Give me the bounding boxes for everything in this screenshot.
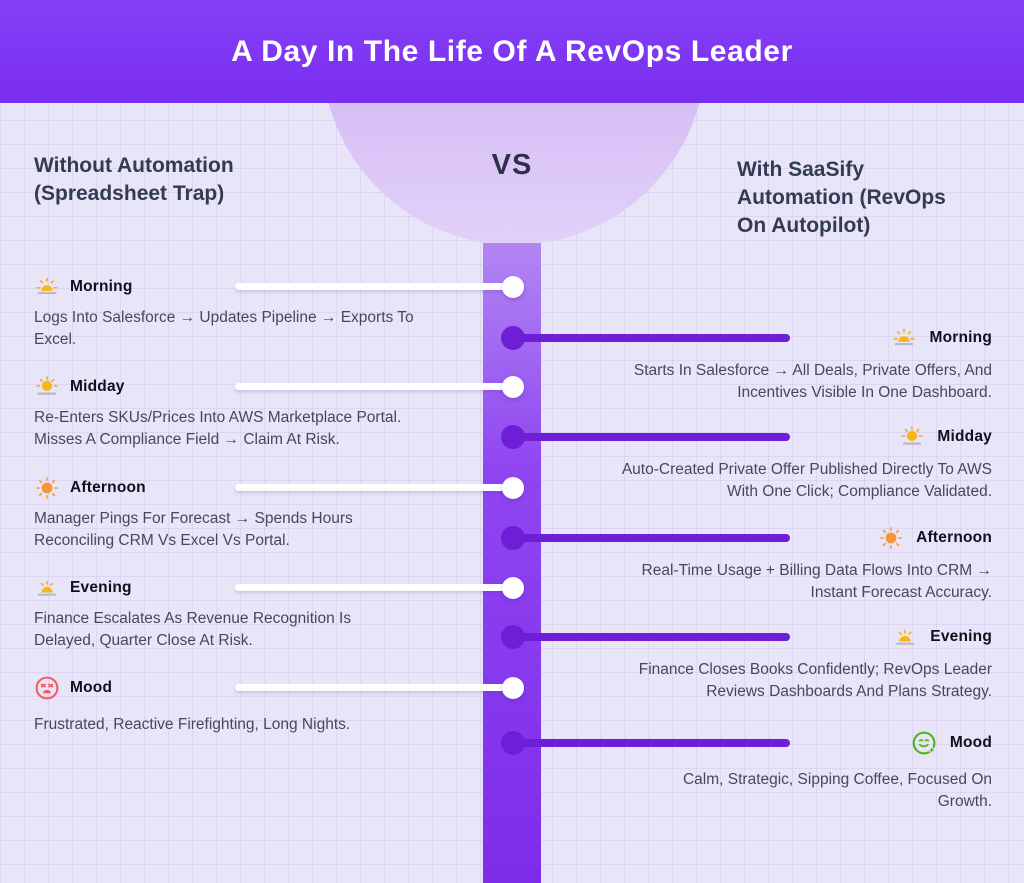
sun-horizon-icon: [899, 424, 925, 450]
timeline-item-midday-right: Midday Auto-Created Private Offer Publis…: [612, 423, 992, 503]
vs-label: VS: [491, 149, 533, 181]
connector-line: [235, 383, 513, 390]
title-banner: A Day In The Life Of A RevOps Leader: [0, 0, 1024, 103]
timeline-item-morning-right: Morning Starts In Salesforce → All Deals…: [612, 324, 992, 404]
left-column-title-line: Without Automation: [34, 154, 234, 177]
connector-dot: [501, 425, 525, 449]
connector-line: [235, 684, 513, 691]
connector-line: [513, 739, 790, 747]
sun-icon: [34, 475, 60, 501]
sunset-icon: [892, 624, 918, 650]
item-label: Morning: [929, 329, 992, 346]
connector-dot: [502, 477, 524, 499]
connector-line: [513, 534, 790, 542]
connector-line: [235, 484, 513, 491]
item-text: Calm, Strategic, Sipping Coffee, Focused…: [682, 771, 992, 810]
page-title: A Day In The Life Of A RevOps Leader: [231, 34, 793, 68]
connector-dot: [502, 376, 524, 398]
right-column-title: With SaaSify Automation (RevOps On Autop…: [737, 156, 977, 240]
item-text: Manager Pings For Forecast → Spends Hour…: [34, 510, 353, 549]
connector-line: [513, 433, 790, 441]
sunrise-icon: [34, 274, 60, 300]
item-text: Logs Into Salesforce → Updates Pipeline …: [34, 309, 414, 348]
right-column-title-line: With SaaSify: [737, 158, 865, 181]
timeline-item-mood-right: Mood Calm, Strategic, Sipping Coffee, Fo…: [647, 729, 992, 813]
connector-dot: [502, 577, 524, 599]
connector-line: [513, 633, 790, 641]
angry-face-icon: [34, 675, 60, 701]
right-column-title-line: On Autopilot): [737, 213, 871, 237]
connector-dot: [501, 526, 525, 550]
timeline-item-afternoon-right: Afternoon Real-Time Usage + Billing Data…: [622, 524, 992, 604]
connector-dot: [502, 276, 524, 298]
left-column-title: Without Automation (Spreadsheet Trap): [34, 152, 334, 208]
item-label: Mood: [70, 679, 113, 696]
item-label: Afternoon: [916, 529, 992, 546]
connector-dot: [501, 326, 525, 350]
connector-line: [235, 283, 513, 290]
timeline-item-evening-left: Evening Finance Escalates As Revenue Rec…: [34, 574, 399, 652]
connector-dot: [501, 731, 525, 755]
connector-line: [235, 584, 513, 591]
item-label: Evening: [930, 628, 992, 645]
left-column-title-line: (Spreadsheet Trap): [34, 181, 225, 205]
item-label: Midday: [937, 428, 992, 445]
item-label: Afternoon: [70, 479, 146, 496]
item-label: Morning: [70, 278, 133, 295]
connector-line: [513, 334, 790, 342]
item-label: Midday: [70, 378, 125, 395]
timeline-item-mood-left: Mood Frustrated, Reactive Firefighting, …: [34, 674, 494, 736]
timeline-item-midday-left: Midday Re-Enters SKUs/Prices Into AWS Ma…: [34, 373, 434, 451]
item-text: Finance Closes Books Confidently; RevOps…: [638, 661, 992, 700]
timeline-item-evening-right: Evening Finance Closes Books Confidently…: [607, 623, 992, 703]
happy-face-icon: [911, 730, 938, 757]
connector-dot: [501, 625, 525, 649]
item-text: Frustrated, Reactive Firefighting, Long …: [34, 716, 351, 733]
item-label: Evening: [70, 579, 132, 596]
item-text: Finance Escalates As Revenue Recognition…: [34, 610, 352, 649]
timeline-item-morning-left: Morning Logs Into Salesforce → Updates P…: [34, 273, 434, 351]
connector-dot: [502, 677, 524, 699]
right-column-title-line: Automation (RevOps: [737, 185, 946, 209]
sunrise-icon: [891, 325, 917, 351]
item-text: Real-Time Usage + Billing Data Flows Int…: [641, 562, 992, 601]
sun-horizon-icon: [34, 374, 60, 400]
timeline-item-afternoon-left: Afternoon Manager Pings For Forecast → S…: [34, 474, 399, 552]
sun-icon: [878, 525, 904, 551]
item-text: Starts In Salesforce → All Deals, Privat…: [633, 362, 992, 401]
item-text: Re-Enters SKUs/Prices Into AWS Marketpla…: [34, 409, 402, 448]
item-label: Mood: [949, 734, 992, 751]
item-text: Auto-Created Private Offer Published Dir…: [621, 461, 992, 500]
sunset-icon: [34, 575, 60, 601]
